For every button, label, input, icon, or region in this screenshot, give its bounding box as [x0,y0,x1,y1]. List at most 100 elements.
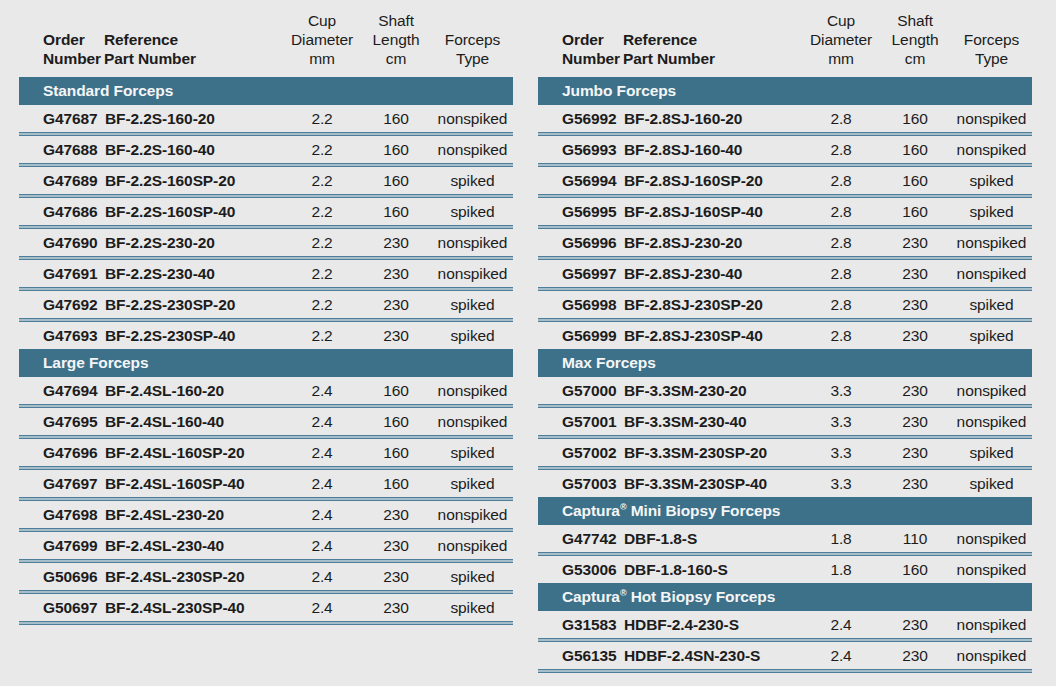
cell-shaft-length: 230 [879,229,951,256]
column-header-row: Order Number Reference Part Number Cup D… [19,6,513,77]
cell-part-number: HDBF-2.4SN-230-S [623,642,803,669]
forceps-table: Order Number Reference Part Number Cup D… [19,6,513,625]
table-row: G47695BF-2.4SL-160-402.4160nonspiked [19,408,513,435]
table-row: G47687BF-2.2S-160-202.2160nonspiked [19,105,513,132]
cell-forceps-type: nonspiked [951,377,1032,404]
cell-cup-diameter: 2.4 [803,611,879,638]
cell-cup-diameter: 2.4 [284,439,360,466]
section-title: Captura® Mini Biopsy Forceps [538,497,1032,525]
cell-part-number: BF-2.8SJ-230SP-40 [623,322,803,349]
cell-cup-diameter: 2.4 [284,594,360,621]
cell-shaft-length: 230 [360,532,432,559]
cell-forceps-type: nonspiked [432,260,513,287]
table-row: G56995BF-2.8SJ-160SP-402.8160spiked [538,198,1032,225]
table-row: G47686BF-2.2S-160SP-402.2160spiked [19,198,513,225]
cell-part-number: BF-2.8SJ-160-20 [623,105,803,132]
cell-forceps-type: nonspiked [951,136,1032,163]
cell-shaft-length: 160 [879,556,951,583]
table-row: G56135HDBF-2.4SN-230-S2.4230nonspiked [538,642,1032,669]
table-row: G47688BF-2.2S-160-402.2160nonspiked [19,136,513,163]
section-title: Max Forceps [538,349,1032,377]
cell-cup-diameter: 1.8 [803,556,879,583]
cell-cup-diameter: 2.8 [803,291,879,318]
row-divider [538,669,1032,673]
table-row: G47692BF-2.2S-230SP-202.2230spiked [19,291,513,318]
table-row: G56998BF-2.8SJ-230SP-202.8230spiked [538,291,1032,318]
cell-forceps-type: nonspiked [432,377,513,404]
cell-order-number: G56997 [538,260,623,287]
table-row: G47742DBF-1.8-S1.8110nonspiked [538,525,1032,552]
cell-forceps-type: nonspiked [951,611,1032,638]
cell-forceps-type: nonspiked [432,229,513,256]
cell-cup-diameter: 2.4 [284,532,360,559]
table-row: G56999BF-2.8SJ-230SP-402.8230spiked [538,322,1032,349]
section-header-row: Large Forceps [19,349,513,377]
section-header-row: Captura® Hot Biopsy Forceps [538,583,1032,611]
cell-cup-diameter: 2.2 [284,291,360,318]
cell-part-number: BF-3.3SM-230-40 [623,408,803,435]
table-row: G47694BF-2.4SL-160-202.4160nonspiked [19,377,513,404]
cell-cup-diameter: 2.2 [284,260,360,287]
forceps-table: Order Number Reference Part Number Cup D… [538,6,1032,673]
cell-forceps-type: spiked [951,470,1032,497]
cell-order-number: G56993 [538,136,623,163]
cell-part-number: BF-2.2S-230SP-40 [104,322,284,349]
cell-forceps-type: spiked [432,291,513,318]
cell-shaft-length: 160 [879,198,951,225]
cell-part-number: BF-2.4SL-160-40 [104,408,284,435]
cell-part-number: BF-2.8SJ-160SP-20 [623,167,803,194]
cell-cup-diameter: 2.2 [284,105,360,132]
cell-cup-diameter: 2.4 [284,563,360,590]
cell-part-number: BF-2.2S-160SP-40 [104,198,284,225]
cell-shaft-length: 230 [360,291,432,318]
row-divider-cell [19,621,513,625]
cell-part-number: BF-2.2S-160SP-20 [104,167,284,194]
cell-part-number: DBF-1.8-S [623,525,803,552]
cell-order-number: G47693 [19,322,104,349]
section-header-row: Standard Forceps [19,77,513,105]
cell-shaft-length: 160 [360,377,432,404]
section-header-cell: Captura® Mini Biopsy Forceps [538,497,1032,525]
cell-order-number: G31583 [538,611,623,638]
cell-forceps-type: spiked [432,167,513,194]
cell-forceps-type: spiked [951,322,1032,349]
cell-forceps-type: nonspiked [951,642,1032,669]
cell-shaft-length: 230 [879,642,951,669]
cell-forceps-type: nonspiked [432,105,513,132]
cell-part-number: BF-2.8SJ-230-20 [623,229,803,256]
cell-part-number: BF-2.8SJ-230SP-20 [623,291,803,318]
table-row: G47689BF-2.2S-160SP-202.2160spiked [19,167,513,194]
divider-line [19,621,513,625]
cell-cup-diameter: 2.4 [284,377,360,404]
cell-part-number: BF-2.8SJ-160SP-40 [623,198,803,225]
cell-cup-diameter: 2.2 [284,198,360,225]
cell-order-number: G47697 [19,470,104,497]
cell-order-number: G56998 [538,291,623,318]
cell-order-number: G47692 [19,291,104,318]
cell-order-number: G56999 [538,322,623,349]
cell-shaft-length: 230 [879,260,951,287]
registered-mark: ® [620,502,627,512]
table-row: G47690BF-2.2S-230-202.2230nonspiked [19,229,513,256]
cell-shaft-length: 230 [360,501,432,528]
cell-order-number: G47687 [19,105,104,132]
cell-order-number: G57003 [538,470,623,497]
cell-order-number: G57000 [538,377,623,404]
cell-order-number: G50696 [19,563,104,590]
cell-order-number: G47699 [19,532,104,559]
cell-shaft-length: 160 [360,439,432,466]
cell-order-number: G47698 [19,501,104,528]
section-title: Standard Forceps [19,77,513,105]
cell-order-number: G57002 [538,439,623,466]
cell-forceps-type: spiked [951,198,1032,225]
table-row: G53006DBF-1.8-160-S1.8160nonspiked [538,556,1032,583]
cell-order-number: G57001 [538,408,623,435]
table-row: G47693BF-2.2S-230SP-402.2230spiked [19,322,513,349]
cell-order-number: G56994 [538,167,623,194]
section-header-cell: Jumbo Forceps [538,77,1032,105]
cell-order-number: G47696 [19,439,104,466]
cell-order-number: G47742 [538,525,623,552]
cell-forceps-type: nonspiked [951,105,1032,132]
section-header-row: Jumbo Forceps [538,77,1032,105]
cell-shaft-length: 160 [879,136,951,163]
